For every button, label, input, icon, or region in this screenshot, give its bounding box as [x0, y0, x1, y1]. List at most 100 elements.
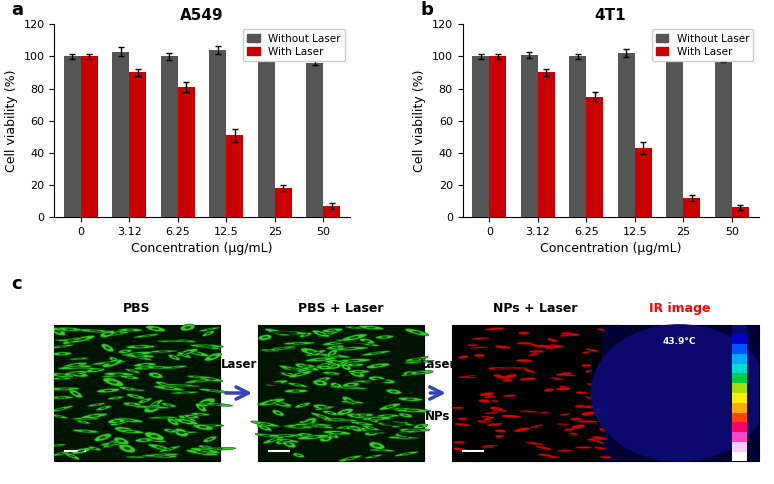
Ellipse shape	[198, 447, 236, 451]
Ellipse shape	[350, 371, 365, 377]
Ellipse shape	[54, 445, 60, 446]
Ellipse shape	[346, 341, 356, 343]
Ellipse shape	[323, 341, 346, 345]
Ellipse shape	[126, 394, 145, 399]
Ellipse shape	[113, 420, 120, 422]
Ellipse shape	[117, 430, 144, 433]
Ellipse shape	[368, 427, 375, 429]
Ellipse shape	[50, 444, 66, 447]
Bar	[731, 452, 748, 461]
Ellipse shape	[135, 366, 156, 370]
Ellipse shape	[130, 370, 135, 372]
Ellipse shape	[405, 329, 429, 336]
Ellipse shape	[70, 372, 80, 375]
Ellipse shape	[165, 365, 187, 369]
Ellipse shape	[330, 342, 339, 344]
Ellipse shape	[406, 398, 415, 400]
Ellipse shape	[206, 329, 213, 330]
Ellipse shape	[176, 385, 188, 386]
Ellipse shape	[100, 331, 115, 337]
Ellipse shape	[178, 340, 196, 343]
Ellipse shape	[73, 392, 78, 395]
Ellipse shape	[92, 448, 98, 449]
Ellipse shape	[594, 447, 606, 449]
Ellipse shape	[275, 403, 292, 407]
Ellipse shape	[514, 428, 529, 432]
Ellipse shape	[342, 396, 355, 405]
Ellipse shape	[374, 444, 380, 447]
Ellipse shape	[101, 441, 127, 446]
Ellipse shape	[570, 418, 582, 420]
Ellipse shape	[71, 364, 80, 366]
Ellipse shape	[413, 331, 421, 333]
Bar	[635, 148, 652, 217]
Ellipse shape	[352, 415, 359, 417]
Text: PBS: PBS	[123, 302, 151, 315]
Ellipse shape	[317, 333, 324, 335]
Ellipse shape	[146, 407, 158, 408]
Ellipse shape	[118, 329, 142, 332]
Ellipse shape	[86, 368, 104, 373]
Ellipse shape	[156, 381, 170, 387]
Ellipse shape	[258, 401, 281, 406]
Ellipse shape	[200, 424, 224, 427]
Ellipse shape	[269, 400, 291, 408]
Ellipse shape	[363, 343, 379, 346]
Ellipse shape	[134, 363, 156, 367]
Ellipse shape	[642, 364, 717, 422]
Ellipse shape	[337, 340, 366, 344]
Ellipse shape	[266, 350, 273, 351]
Ellipse shape	[346, 399, 351, 402]
Ellipse shape	[296, 454, 301, 456]
Ellipse shape	[318, 406, 325, 408]
Ellipse shape	[211, 448, 224, 450]
Ellipse shape	[186, 450, 218, 455]
Ellipse shape	[318, 415, 326, 418]
X-axis label: Concentration (μg/mL): Concentration (μg/mL)	[539, 242, 681, 256]
Ellipse shape	[399, 429, 420, 432]
Ellipse shape	[368, 376, 385, 381]
Text: b: b	[420, 1, 433, 19]
Ellipse shape	[148, 400, 163, 408]
Ellipse shape	[295, 363, 307, 368]
Ellipse shape	[206, 378, 215, 380]
Ellipse shape	[329, 355, 341, 357]
Ellipse shape	[201, 345, 213, 347]
Ellipse shape	[123, 419, 134, 421]
Ellipse shape	[294, 384, 301, 386]
Ellipse shape	[78, 367, 91, 369]
Ellipse shape	[529, 344, 541, 348]
Ellipse shape	[290, 368, 299, 370]
Ellipse shape	[373, 378, 380, 379]
Ellipse shape	[376, 335, 393, 339]
Ellipse shape	[369, 379, 386, 384]
Ellipse shape	[283, 441, 296, 448]
Ellipse shape	[128, 345, 147, 348]
Ellipse shape	[348, 402, 356, 403]
Ellipse shape	[306, 350, 326, 356]
Ellipse shape	[536, 345, 554, 348]
Ellipse shape	[406, 359, 425, 361]
Ellipse shape	[403, 371, 415, 375]
Ellipse shape	[495, 430, 506, 432]
Ellipse shape	[171, 385, 180, 386]
Ellipse shape	[384, 424, 390, 425]
Ellipse shape	[300, 333, 312, 337]
Ellipse shape	[293, 424, 332, 426]
Ellipse shape	[125, 354, 154, 358]
Ellipse shape	[330, 386, 368, 389]
Ellipse shape	[199, 406, 204, 409]
Ellipse shape	[369, 442, 385, 449]
Ellipse shape	[91, 370, 98, 371]
Text: c: c	[12, 275, 22, 293]
Ellipse shape	[303, 334, 308, 336]
Ellipse shape	[266, 380, 288, 386]
Ellipse shape	[164, 384, 200, 387]
Ellipse shape	[104, 372, 133, 376]
Ellipse shape	[398, 408, 405, 409]
Ellipse shape	[132, 395, 139, 397]
Ellipse shape	[104, 333, 111, 335]
Bar	[731, 374, 748, 383]
Ellipse shape	[206, 333, 211, 334]
Legend: Without Laser, With Laser: Without Laser, With Laser	[652, 30, 753, 61]
